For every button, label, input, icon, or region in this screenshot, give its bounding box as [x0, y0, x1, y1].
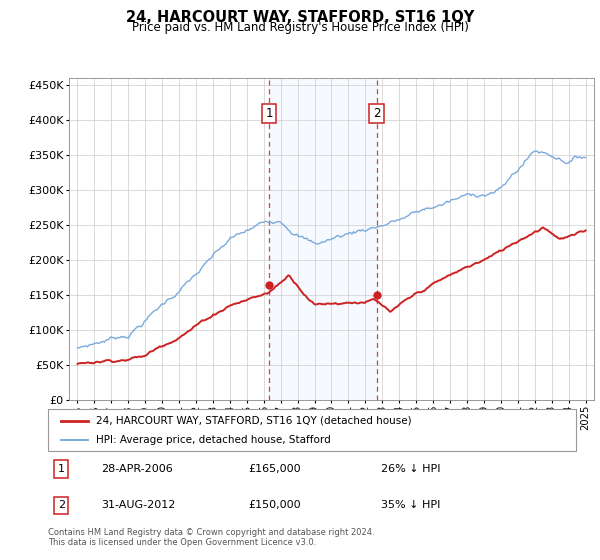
Text: £165,000: £165,000	[248, 464, 301, 474]
Text: £150,000: £150,000	[248, 501, 301, 510]
Text: 24, HARCOURT WAY, STAFFORD, ST16 1QY (detached house): 24, HARCOURT WAY, STAFFORD, ST16 1QY (de…	[95, 416, 411, 426]
Bar	[269, 78, 377, 400]
Text: 2: 2	[58, 501, 65, 510]
Text: HPI: Average price, detached house, Stafford: HPI: Average price, detached house, Staf…	[95, 435, 330, 445]
Text: 28-APR-2006: 28-APR-2006	[101, 464, 173, 474]
Text: 35% ↓ HPI: 35% ↓ HPI	[380, 501, 440, 510]
FancyBboxPatch shape	[48, 409, 576, 451]
Text: Contains HM Land Registry data © Crown copyright and database right 2024.
This d: Contains HM Land Registry data © Crown c…	[48, 528, 374, 547]
Text: 1: 1	[265, 107, 273, 120]
Text: 24, HARCOURT WAY, STAFFORD, ST16 1QY: 24, HARCOURT WAY, STAFFORD, ST16 1QY	[126, 10, 474, 25]
Text: 1: 1	[58, 464, 65, 474]
Text: 31-AUG-2012: 31-AUG-2012	[101, 501, 175, 510]
Text: Price paid vs. HM Land Registry's House Price Index (HPI): Price paid vs. HM Land Registry's House …	[131, 21, 469, 34]
Text: 2: 2	[373, 107, 380, 120]
Text: 26% ↓ HPI: 26% ↓ HPI	[380, 464, 440, 474]
